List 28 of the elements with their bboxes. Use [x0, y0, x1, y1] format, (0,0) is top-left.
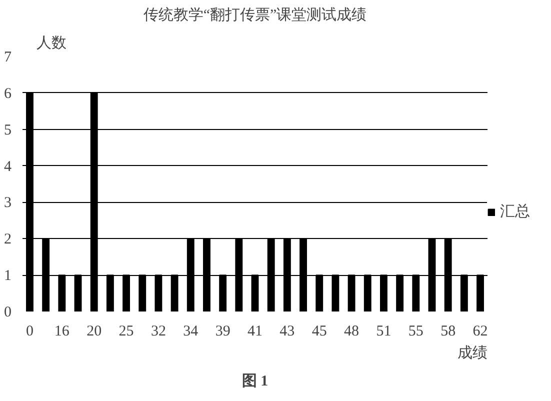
x-tick-label: 45: [312, 324, 327, 340]
x-tick-label: 51: [376, 324, 392, 340]
y-tick-label: 4: [4, 158, 12, 175]
y-tick-label: 5: [4, 122, 12, 138]
caption: 图 1: [242, 374, 268, 390]
x-tick-label: 43: [280, 324, 295, 340]
x-tick-label: 39: [215, 324, 230, 340]
x-tick-label: 58: [440, 324, 456, 340]
y-tick-label: 1: [4, 268, 12, 284]
x-tick-label: 62: [472, 324, 488, 340]
legend-label: 汇总: [500, 202, 530, 221]
x-tick-label: 25: [118, 324, 134, 340]
x-tick-label: 48: [344, 324, 360, 340]
y-tick-label: 7: [4, 50, 12, 66]
x-tick-label: 16: [54, 324, 70, 340]
y-axis-title: 人数: [36, 36, 66, 52]
y-tick-label: 2: [4, 232, 12, 248]
x-tick-label: 32: [150, 324, 166, 340]
y-tick-label: 6: [4, 86, 12, 102]
x-tick-label: 41: [248, 324, 262, 340]
x-tick-label: 34: [183, 324, 199, 340]
y-tick-label: 0: [4, 304, 12, 320]
x-tick-label: 20: [86, 324, 102, 340]
x-tick-label: 55: [408, 324, 424, 340]
chart-title: 传统教学“翻打传票”课堂测试成绩: [143, 6, 367, 24]
x-tick-label: 0: [26, 324, 34, 340]
x-axis-title: 成绩: [458, 344, 488, 362]
y-tick-label: 3: [4, 195, 12, 212]
